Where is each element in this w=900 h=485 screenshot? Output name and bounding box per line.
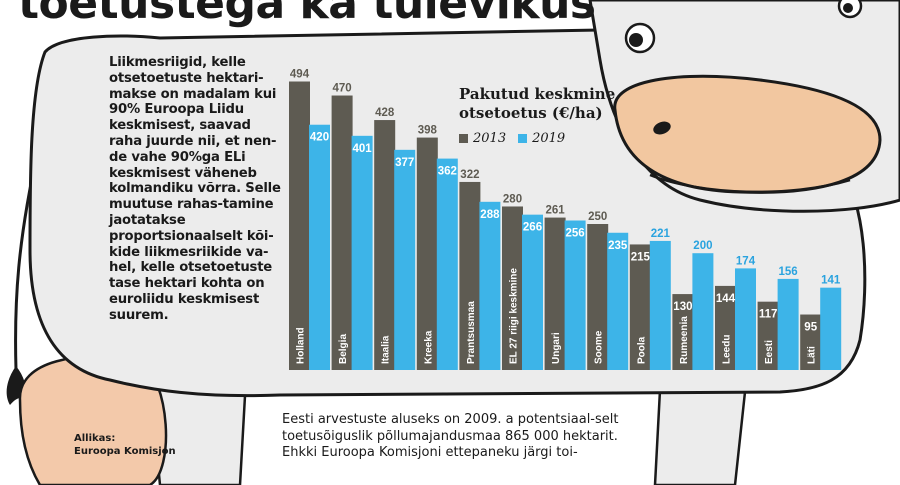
bar-2019	[479, 201, 501, 370]
value-label-2013: 144	[716, 293, 736, 305]
intro-text: Liikmesriigid, kelle otsetoetuste hektar…	[109, 55, 281, 323]
bar-2013	[459, 181, 481, 370]
value-label-2013: 130	[673, 301, 692, 313]
category-label: Ungari	[551, 332, 562, 364]
chart-title: Pakutud keskmine otsetoetus (€/ha)	[459, 85, 616, 122]
bar-2013	[416, 137, 438, 370]
value-label-2019: 200	[693, 240, 712, 252]
legend-label-2013: 2013	[473, 131, 507, 146]
value-label-2013: 322	[460, 169, 479, 181]
legend-swatch-2019	[518, 134, 528, 143]
value-label-2019: 256	[566, 227, 585, 239]
bar-2013	[672, 294, 694, 370]
legend-label-2019: 2019	[532, 131, 566, 146]
bar-chart: 494 420 Holland 470 401 Belgia 428 377 Itaalia 39…	[289, 69, 842, 371]
footnote-line-2: Ehkki Euroopa Komisjoni ettepaneku järgi…	[282, 445, 578, 460]
category-label: Belgia	[338, 334, 349, 364]
category-label: Leedu	[722, 335, 733, 364]
category-label: Rumeenia	[679, 316, 690, 364]
footnote-line-1: Eesti arvestuste aluseks on 2009. a pote…	[282, 412, 619, 444]
bar-2013	[587, 224, 609, 370]
value-label-2019: 362	[438, 166, 457, 178]
value-label-2019: 221	[651, 228, 671, 240]
category-label: Soome	[594, 330, 605, 364]
bar-2019	[351, 135, 373, 370]
value-label-2013: 398	[418, 125, 438, 137]
bar-2019	[820, 287, 842, 370]
category-label: Prantsusmaa	[466, 301, 477, 364]
value-label-2019: 266	[523, 222, 542, 234]
bar-2019	[309, 124, 330, 370]
bar-2013	[800, 314, 822, 370]
value-label-2019: 235	[608, 240, 628, 252]
value-label-2013: 280	[503, 193, 522, 205]
bar-2013	[331, 95, 353, 371]
source-label: Allikas:	[74, 433, 116, 444]
value-label-2019: 174	[736, 255, 756, 267]
bar-2019	[436, 158, 458, 370]
legend-item-2013: 2013	[459, 131, 506, 146]
bar-2013	[374, 120, 396, 370]
category-label: Kreeka	[423, 330, 434, 364]
category-label: Eesti	[764, 340, 775, 364]
bar-2019	[522, 214, 543, 370]
footnote: Eesti arvestuste aluseks on 2009. a pote…	[282, 412, 622, 462]
category-label: Poola	[636, 336, 647, 364]
bar-2013	[715, 285, 736, 370]
value-label-2013: 428	[375, 107, 395, 119]
bar-2013	[757, 301, 779, 370]
value-label-2013: 215	[631, 251, 651, 263]
bar-2019	[692, 253, 714, 370]
bar-2019	[564, 220, 586, 370]
legend-swatch-2013	[459, 134, 468, 143]
cow-udder	[18, 355, 168, 485]
cow-pupil-right	[843, 3, 853, 13]
bar-2019	[777, 278, 799, 370]
cow-front-leg	[653, 388, 747, 485]
value-label-2019: 401	[353, 143, 373, 155]
bar-2013	[289, 81, 310, 370]
category-label: EL 27 riigi keskmine	[509, 268, 520, 364]
bar-2019	[649, 240, 671, 370]
value-label-2019: 377	[395, 157, 414, 169]
bar-2019	[607, 232, 629, 370]
value-label-2019: 420	[310, 132, 329, 144]
value-label-2019: 156	[779, 266, 798, 278]
headline: toetustega ka tulevikus	[18, 0, 596, 29]
value-label-2013: 250	[588, 211, 607, 223]
value-label-2013: 261	[546, 205, 566, 217]
value-label-2013: 95	[804, 322, 817, 334]
cow-nose	[613, 74, 882, 194]
bar-2013	[629, 244, 651, 370]
category-label: Holland	[296, 327, 307, 364]
chart-legend: 2013 2019	[459, 131, 565, 146]
bar-2013	[544, 217, 566, 370]
value-label-2013: 494	[290, 69, 310, 81]
cow-mouth	[649, 173, 851, 194]
cow-pupil	[629, 33, 643, 47]
cow-nostril	[653, 121, 671, 135]
category-label: Itaalia	[381, 335, 392, 364]
source: Allikas: Euroopa Komisjon	[74, 432, 176, 458]
source-name: Euroopa Komisjon	[74, 446, 176, 457]
value-label-2013: 470	[333, 83, 352, 95]
bar-2019	[394, 149, 416, 370]
bar-2013	[502, 206, 523, 370]
value-label-2019: 288	[480, 209, 500, 221]
bar-2019	[735, 268, 756, 370]
legend-item-2019: 2019	[518, 131, 565, 146]
value-label-2013: 117	[759, 309, 778, 321]
category-label: Läti	[807, 346, 818, 364]
value-label-2019: 141	[821, 275, 841, 287]
